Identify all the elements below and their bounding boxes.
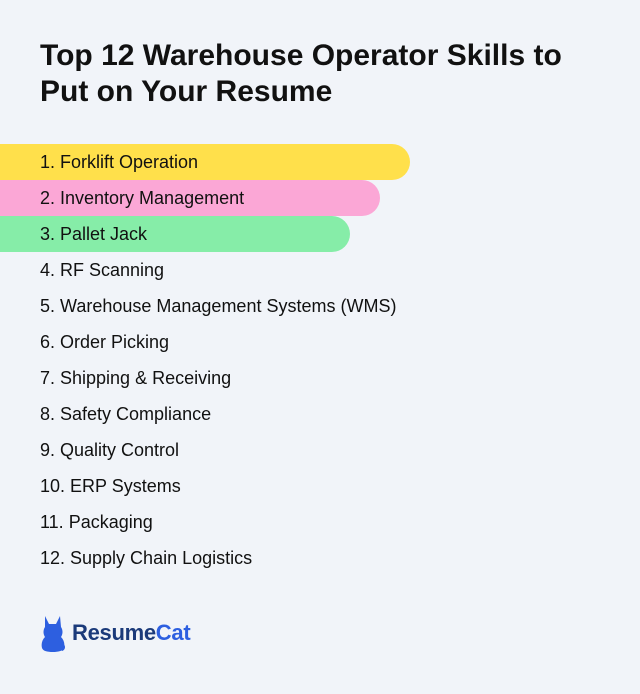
skill-label: 11. Packaging	[40, 511, 153, 532]
skill-item: 4. RF Scanning	[0, 252, 640, 288]
skill-label: 3. Pallet Jack	[40, 223, 148, 244]
skill-item: 8. Safety Compliance	[0, 396, 640, 432]
skill-label: 9. Quality Control	[40, 439, 180, 460]
logo-text: ResumeCat	[72, 620, 191, 646]
highlight-bar	[0, 180, 380, 216]
skill-label: 4. RF Scanning	[40, 259, 165, 280]
skill-item: 2. Inventory Management	[0, 180, 640, 216]
logo-text-part1: Resume	[72, 620, 156, 645]
cat-icon	[41, 616, 65, 652]
page-title: Top 12 Warehouse Operator Skills to Put …	[40, 39, 562, 108]
skill-item: 5. Warehouse Management Systems (WMS)	[0, 288, 640, 324]
skills-list: 1. Forklift Operation 2. Inventory Manag…	[0, 144, 640, 576]
skill-item: 11. Packaging	[0, 504, 640, 540]
resumecat-logo[interactable]: ResumeCat	[40, 614, 191, 652]
skill-item: 3. Pallet Jack	[0, 216, 640, 252]
skill-label: 6. Order Picking	[40, 331, 170, 352]
skill-label: 2. Inventory Management	[40, 187, 245, 208]
highlight-bar	[0, 144, 410, 180]
highlight-bar	[0, 216, 350, 252]
skill-label: 1. Forklift Operation	[40, 151, 199, 172]
skill-item: 6. Order Picking	[0, 324, 640, 360]
skill-label: 5. Warehouse Management Systems (WMS)	[40, 295, 397, 316]
skill-item: 9. Quality Control	[0, 432, 640, 468]
skill-label: 10. ERP Systems	[40, 475, 181, 496]
skill-label: 12. Supply Chain Logistics	[40, 547, 253, 568]
skill-label: 8. Safety Compliance	[40, 403, 212, 424]
logo-text-part2: Cat	[155, 620, 191, 645]
skill-item: 10. ERP Systems	[0, 468, 640, 504]
skill-item: 1. Forklift Operation	[0, 144, 640, 180]
skill-item: 7. Shipping & Receiving	[0, 360, 640, 396]
skill-label: 7. Shipping & Receiving	[40, 367, 232, 388]
skill-item: 12. Supply Chain Logistics	[0, 540, 640, 576]
